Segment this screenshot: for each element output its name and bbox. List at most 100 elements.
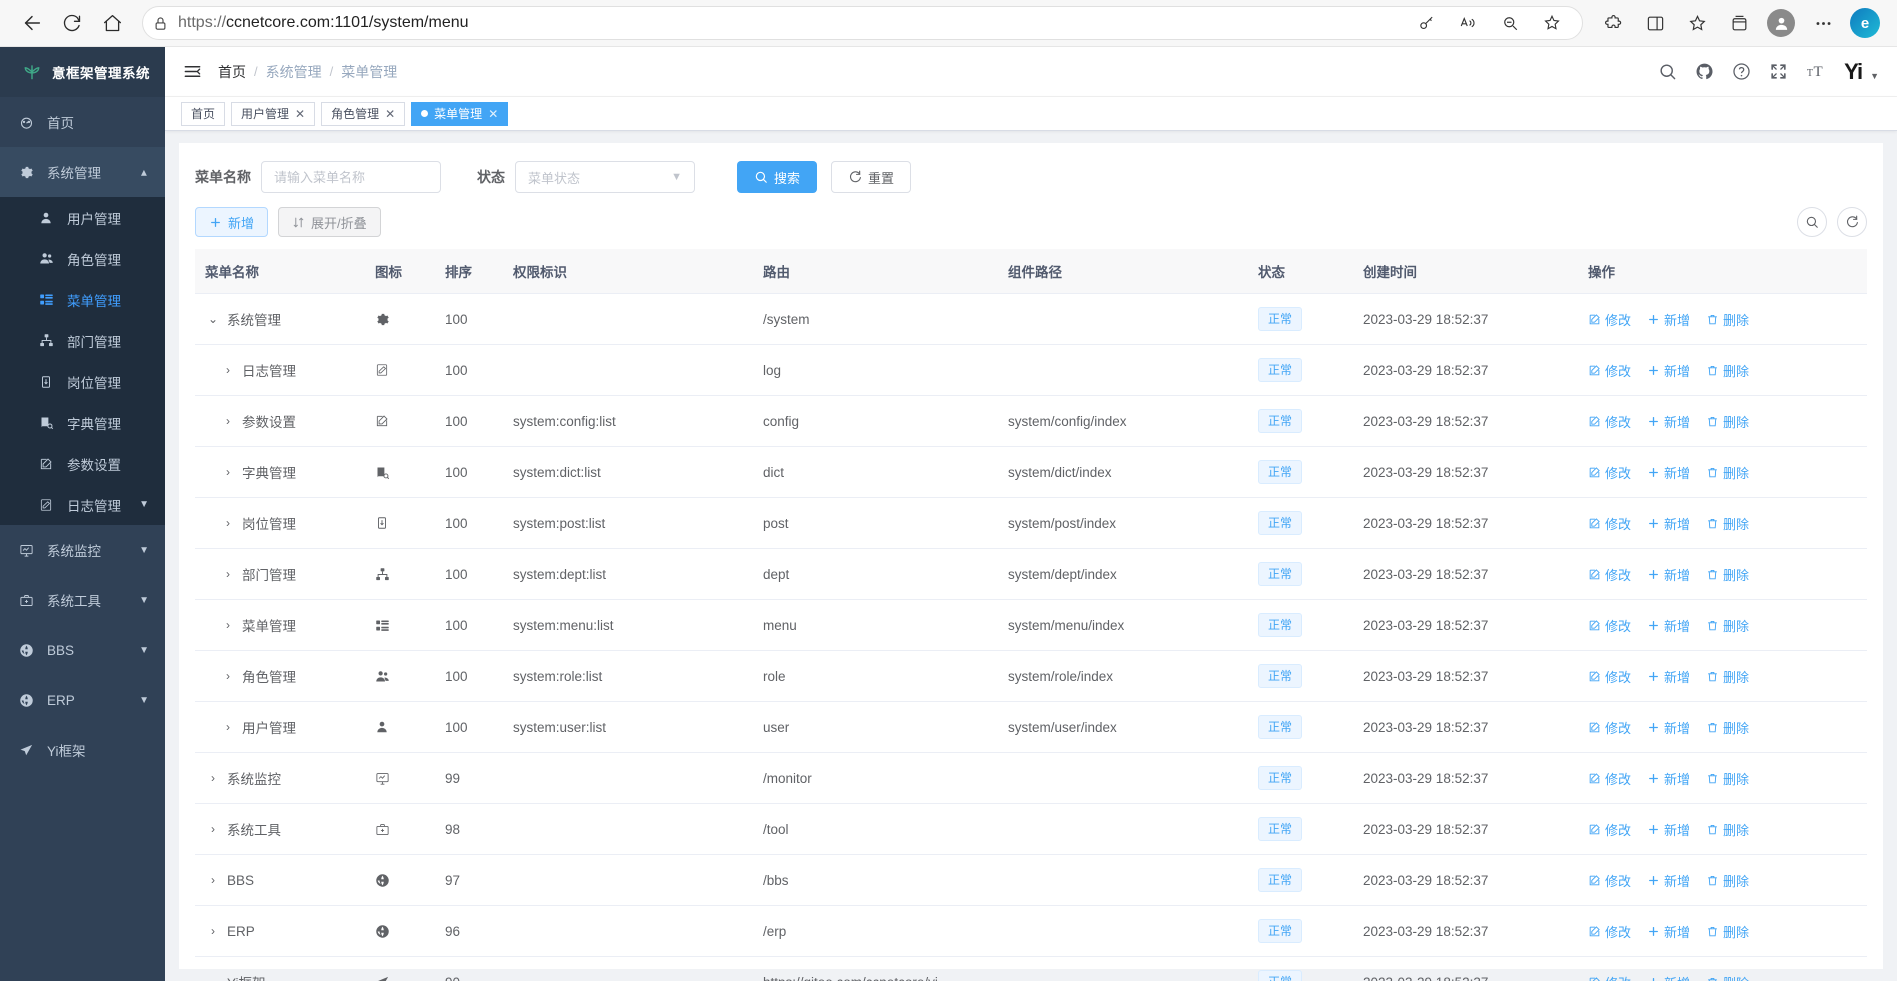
chevron-right-icon[interactable]: › <box>226 567 230 581</box>
op-新增-button[interactable]: 新增 <box>1647 820 1690 839</box>
op-新增-button[interactable]: 新增 <box>1647 361 1690 380</box>
sidebar-item-monitor[interactable]: 系统监控 ▼ <box>0 525 165 575</box>
add-button[interactable]: 新增 <box>195 207 269 237</box>
chevron-right-icon[interactable]: › <box>211 873 215 887</box>
op-修改-button[interactable]: 修改 <box>1588 412 1631 431</box>
split-screen-button[interactable] <box>1635 5 1675 41</box>
op-修改-button[interactable]: 修改 <box>1588 361 1631 380</box>
tag-menus[interactable]: 菜单管理 ✕ <box>411 101 509 126</box>
search-button[interactable]: 搜索 <box>737 161 818 193</box>
search-icon[interactable] <box>1658 62 1677 81</box>
op-修改-button[interactable]: 修改 <box>1588 310 1631 329</box>
op-修改-button[interactable]: 修改 <box>1588 769 1631 788</box>
op-修改-button[interactable]: 修改 <box>1588 463 1631 482</box>
table-row[interactable]: › 部门管理 100 system:dept:list dept system/dept/… <box>195 548 1867 600</box>
close-icon[interactable]: ✕ <box>488 106 499 121</box>
op-删除-button[interactable]: 删除 <box>1706 769 1749 788</box>
op-新增-button[interactable]: 新增 <box>1647 412 1690 431</box>
table-row[interactable]: › ERP 96/erp 正常 2023-03-29 18:52:37 修改 新增 删除 <box>195 905 1867 957</box>
op-修改-button[interactable]: 修改 <box>1588 514 1631 533</box>
chevron-right-icon[interactable]: › <box>226 414 230 428</box>
op-新增-button[interactable]: 新增 <box>1647 718 1690 737</box>
op-删除-button[interactable]: 删除 <box>1706 361 1749 380</box>
close-icon[interactable]: ✕ <box>295 106 306 121</box>
table-refresh-button[interactable] <box>1837 207 1867 237</box>
settings-more-button[interactable] <box>1803 5 1843 41</box>
expand-collapse-button[interactable]: 展开/折叠 <box>278 207 381 237</box>
sidebar-item-yi-framework[interactable]: Yi框架 <box>0 725 165 775</box>
address-bar[interactable]: https://ccnetcore.com:1101/system/menu <box>142 6 1583 40</box>
op-新增-button[interactable]: 新增 <box>1647 973 1690 981</box>
chevron-right-icon[interactable]: › <box>211 822 215 836</box>
breadcrumb-item-menu[interactable]: 菜单管理 <box>341 63 398 80</box>
op-删除-button[interactable]: 删除 <box>1706 820 1749 839</box>
tag-home[interactable]: 首页 <box>181 101 226 126</box>
reload-button[interactable] <box>52 5 92 41</box>
brand[interactable]: 意框架管理系统 <box>0 47 165 97</box>
tag-roles[interactable]: 角色管理 ✕ <box>321 101 406 126</box>
profile-button[interactable] <box>1761 5 1801 41</box>
table-row[interactable]: › 字典管理 100 system:dict:list dict system/dict/… <box>195 446 1867 498</box>
op-修改-button[interactable]: 修改 <box>1588 616 1631 635</box>
sidebar-item-erp[interactable]: ERP ▼ <box>0 675 165 725</box>
fullscreen-icon[interactable] <box>1769 62 1788 81</box>
sidebar-item-tools[interactable]: 系统工具 ▼ <box>0 575 165 625</box>
back-button[interactable] <box>12 5 52 41</box>
sidebar-item-bbs[interactable]: BBS ▼ <box>0 625 165 675</box>
table-search-toggle-button[interactable] <box>1797 207 1827 237</box>
op-新增-button[interactable]: 新增 <box>1647 310 1690 329</box>
op-新增-button[interactable]: 新增 <box>1647 871 1690 890</box>
op-删除-button[interactable]: 删除 <box>1706 973 1749 981</box>
sidebar-item-home[interactable]: 首页 <box>0 97 165 147</box>
chevron-right-icon[interactable]: › <box>226 363 230 377</box>
help-icon[interactable] <box>1732 62 1751 81</box>
op-新增-button[interactable]: 新增 <box>1647 463 1690 482</box>
table-row[interactable]: › 日志管理 100 log 正常 2023-03-29 18:52:37 修改 新增 删除 <box>195 344 1867 396</box>
op-新增-button[interactable]: 新增 <box>1647 667 1690 686</box>
op-修改-button[interactable]: 修改 <box>1588 820 1631 839</box>
op-删除-button[interactable]: 删除 <box>1706 922 1749 941</box>
chevron-down-icon[interactable]: ⌄ <box>207 312 219 326</box>
menu-name-input[interactable] <box>261 161 441 193</box>
sidebar-item-menus[interactable]: 菜单管理 <box>0 279 165 320</box>
sidebar-item-users[interactable]: 用户管理 <box>0 197 165 238</box>
table-row[interactable]: › 菜单管理 100 system:menu:list menu system/menu/… <box>195 599 1867 651</box>
zoom-button[interactable] <box>1490 5 1530 41</box>
op-修改-button[interactable]: 修改 <box>1588 667 1631 686</box>
github-icon[interactable] <box>1695 62 1714 81</box>
op-新增-button[interactable]: 新增 <box>1647 922 1690 941</box>
key-button[interactable] <box>1406 5 1446 41</box>
op-修改-button[interactable]: 修改 <box>1588 922 1631 941</box>
hamburger-icon[interactable] <box>183 62 202 81</box>
op-新增-button[interactable]: 新增 <box>1647 565 1690 584</box>
sidebar-item-config[interactable]: 参数设置 <box>0 443 165 484</box>
sidebar-item-posts[interactable]: 岗位管理 <box>0 361 165 402</box>
op-新增-button[interactable]: 新增 <box>1647 769 1690 788</box>
chevron-right-icon[interactable]: › <box>211 924 215 938</box>
collections-button[interactable] <box>1719 5 1759 41</box>
table-row[interactable]: › 系统监控 99/monitor 正常 2023-03-29 18:52:37 修改 新增… <box>195 752 1867 804</box>
favorites-button[interactable] <box>1677 5 1717 41</box>
op-修改-button[interactable]: 修改 <box>1588 973 1631 981</box>
chevron-right-icon[interactable]: › <box>211 771 215 785</box>
op-删除-button[interactable]: 删除 <box>1706 616 1749 635</box>
chevron-right-icon[interactable]: › <box>226 669 230 683</box>
op-删除-button[interactable]: 删除 <box>1706 565 1749 584</box>
chevron-right-icon[interactable]: › <box>226 465 230 479</box>
chevron-right-icon[interactable]: › <box>226 516 230 530</box>
op-修改-button[interactable]: 修改 <box>1588 565 1631 584</box>
breadcrumb-item-system[interactable]: 系统管理 <box>265 63 322 80</box>
op-删除-button[interactable]: 删除 <box>1706 514 1749 533</box>
op-删除-button[interactable]: 删除 <box>1706 667 1749 686</box>
table-row[interactable]: ⌄ 系统管理 100/system 正常 2023-03-29 18:52:37 修改 新增… <box>195 293 1867 345</box>
sidebar-item-dict[interactable]: 字典管理 <box>0 402 165 443</box>
user-avatar-logo[interactable]: Yi <box>1844 58 1863 84</box>
sidebar-item-depts[interactable]: 部门管理 <box>0 320 165 361</box>
op-新增-button[interactable]: 新增 <box>1647 514 1690 533</box>
chevron-right-icon[interactable]: › <box>226 618 230 632</box>
read-aloud-button[interactable] <box>1448 5 1488 41</box>
close-icon[interactable]: ✕ <box>385 106 396 121</box>
sidebar-item-logs[interactable]: 日志管理 ▼ <box>0 484 165 525</box>
sidebar-item-system[interactable]: 系统管理 ▼ <box>0 147 165 197</box>
table-row[interactable]: › 岗位管理 100 system:post:list post system/post/… <box>195 497 1867 549</box>
